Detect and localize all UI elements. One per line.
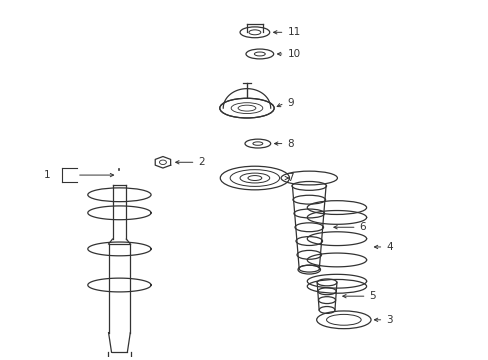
Text: 9: 9 xyxy=(287,98,293,108)
Text: 5: 5 xyxy=(369,291,375,301)
Text: 8: 8 xyxy=(287,139,293,149)
Text: 4: 4 xyxy=(386,242,392,252)
Text: 2: 2 xyxy=(198,157,205,167)
Text: 11: 11 xyxy=(287,27,300,37)
Text: 3: 3 xyxy=(386,315,392,325)
Text: 6: 6 xyxy=(359,222,366,232)
Text: 1: 1 xyxy=(44,170,51,180)
Text: 7: 7 xyxy=(287,173,293,183)
Text: 10: 10 xyxy=(287,49,300,59)
